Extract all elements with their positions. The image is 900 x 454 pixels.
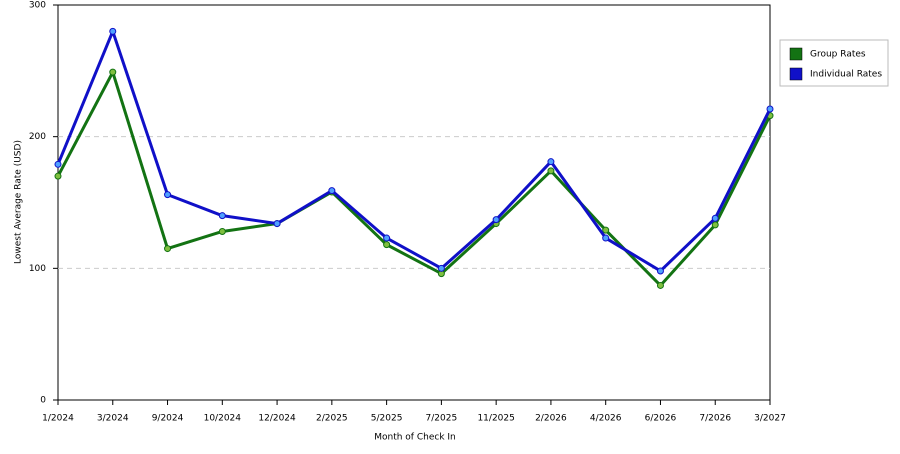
data-point (328, 187, 336, 195)
y-tick-label: 300 (29, 1, 46, 11)
data-point (602, 234, 610, 242)
x-tick-label: 7/2026 (699, 414, 731, 424)
x-tick-label: 1/2024 (42, 414, 74, 424)
x-tick-label: 12/2024 (258, 414, 296, 424)
data-point (602, 226, 610, 234)
data-point (54, 172, 62, 180)
data-point (547, 158, 555, 166)
data-point (547, 167, 555, 175)
legend-swatch (789, 47, 803, 61)
data-point (164, 191, 172, 199)
data-point (383, 234, 391, 242)
x-tick-label: 2/2026 (535, 414, 567, 424)
data-point (492, 216, 500, 224)
y-tick-label: 200 (29, 132, 46, 142)
data-point (711, 214, 719, 222)
x-tick-label: 2/2025 (316, 414, 348, 424)
data-point (711, 221, 719, 229)
y-tick-label: 0 (40, 396, 46, 406)
plot-frame (57, 4, 771, 401)
data-point (109, 27, 117, 35)
data-point (656, 267, 664, 275)
data-point (164, 245, 172, 253)
x-tick-label: 7/2025 (426, 414, 458, 424)
x-tick-label: 11/2025 (477, 414, 514, 424)
data-point (54, 160, 62, 168)
data-point (766, 105, 774, 113)
data-point (437, 264, 445, 272)
data-point (273, 220, 281, 228)
x-axis-label: Month of Check In (374, 433, 456, 443)
legend-label: Individual Rates (810, 70, 882, 80)
data-point (383, 241, 391, 249)
x-tick-label: 3/2024 (97, 414, 129, 424)
series-line (56, 29, 772, 273)
legend-label: Group Rates (810, 50, 866, 60)
x-tick-label: 3/2027 (754, 414, 786, 424)
x-tick-label: 6/2026 (645, 414, 677, 424)
data-point (218, 227, 226, 235)
x-tick-label: 5/2025 (371, 414, 403, 424)
data-point (656, 281, 664, 289)
data-point (218, 212, 226, 220)
series-line (56, 70, 772, 287)
x-tick-label: 9/2024 (152, 414, 184, 424)
y-tick-label: 100 (29, 264, 46, 274)
legend-swatch (789, 67, 803, 81)
data-point (109, 68, 117, 76)
x-tick-label: 10/2024 (204, 414, 242, 424)
y-axis-label: Lowest Average Rate (USD) (14, 140, 24, 264)
x-tick-label: 4/2026 (590, 414, 622, 424)
